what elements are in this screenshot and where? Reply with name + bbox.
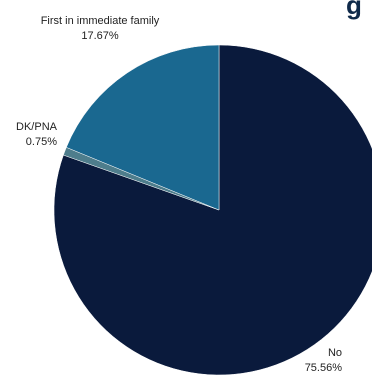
pie-slices (53, 44, 372, 376)
slice-label-name: No (328, 347, 342, 359)
pie-slice-first-in-immediate-family (66, 44, 220, 211)
slice-label-name: DK/PNA (16, 121, 58, 133)
slice-label-value: 75.56% (305, 362, 343, 374)
slice-label-value: 17.67% (81, 30, 119, 42)
slice-label-name: First in immediate family (41, 15, 160, 27)
pie-slice-no (53, 44, 372, 376)
pie-labels: No 75.56% DK/PNA 0.75% First in immediate fa… (16, 15, 342, 374)
chart-title-fragment: g (346, 0, 362, 20)
slice-label-value: 0.75% (26, 136, 57, 148)
